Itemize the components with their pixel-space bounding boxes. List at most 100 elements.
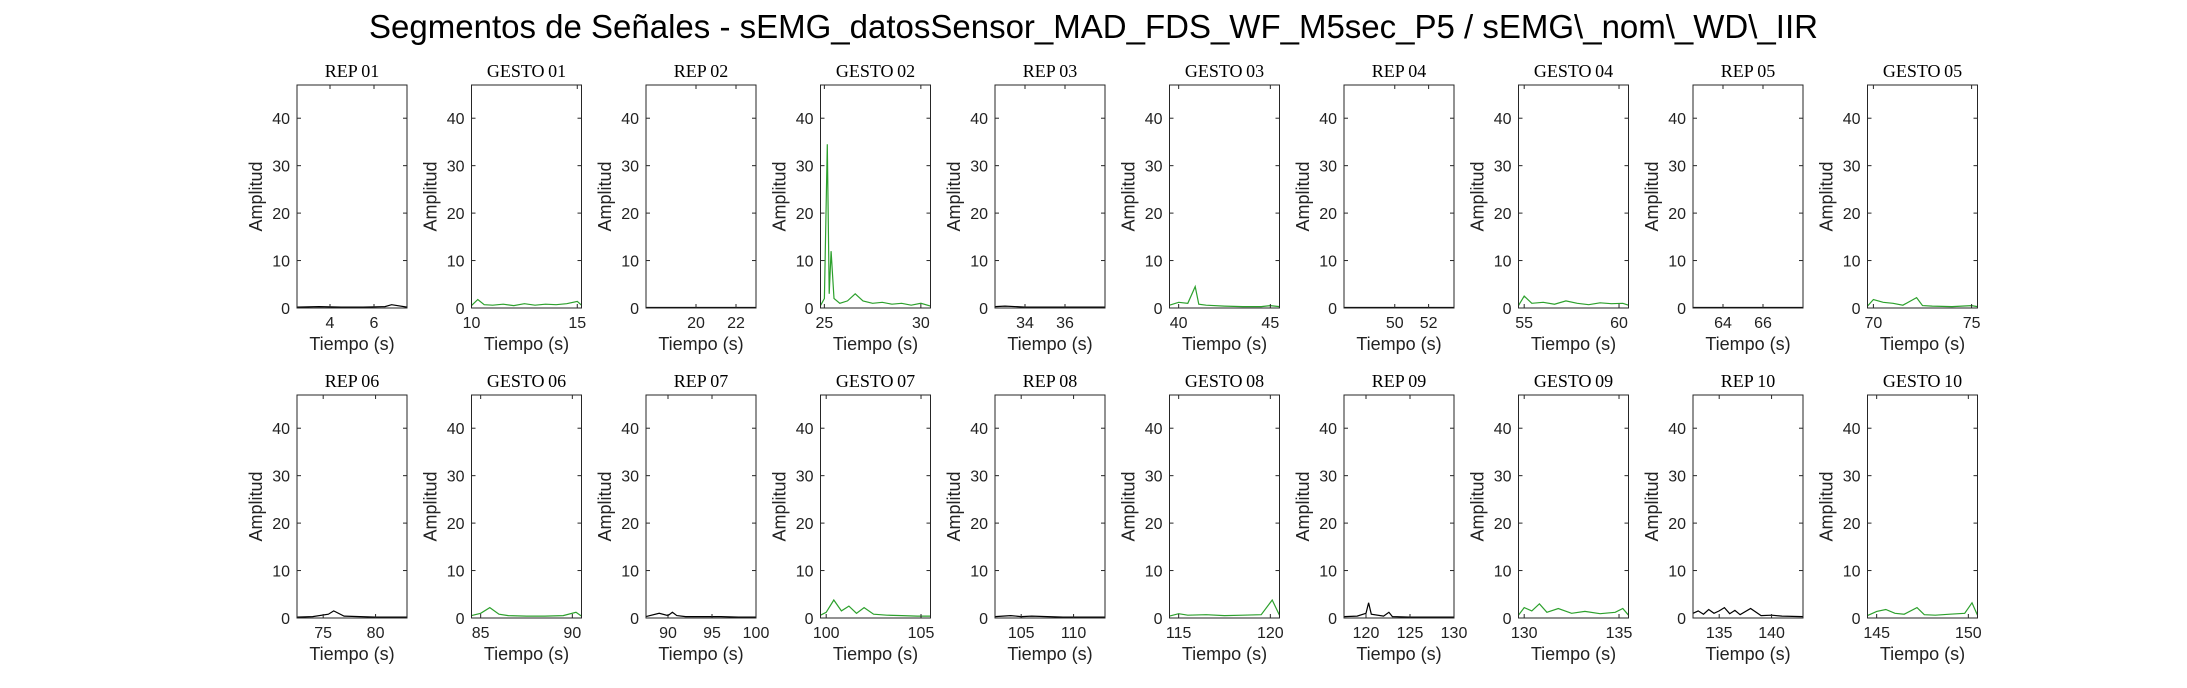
y-tick-label: 30 [621, 159, 639, 176]
subplot-title: GESTO 10 [1883, 371, 1962, 391]
axes-box [1169, 394, 1280, 619]
y-tick-label: 20 [272, 206, 290, 223]
gesto-signal-line [819, 144, 931, 307]
x-tick-label: 150 [1955, 625, 1982, 642]
y-tick-label: 10 [272, 254, 290, 271]
y-tick-label: 10 [447, 564, 465, 581]
x-tick-label: 15 [568, 315, 586, 332]
y-tick-label: 0 [630, 611, 639, 628]
y-axis-label: Amplitud [1468, 471, 1488, 541]
y-tick-label: 10 [1319, 564, 1337, 581]
subplot-title: REP 08 [1023, 371, 1078, 391]
y-tick-label: 40 [272, 421, 290, 438]
y-axis-label: Amplitud [944, 471, 964, 541]
x-tick-label: 75 [1963, 315, 1981, 332]
subplot-title: REP 03 [1023, 61, 1078, 81]
x-axis-label: Tiempo (s) [309, 644, 394, 664]
y-tick-label: 0 [1852, 611, 1861, 628]
y-tick-label: 0 [1677, 301, 1686, 318]
y-axis-label: Amplitud [1119, 471, 1139, 541]
y-tick-label: 20 [1145, 516, 1163, 533]
x-axis-label: Tiempo (s) [1880, 644, 1965, 664]
y-tick-label: 0 [1154, 611, 1163, 628]
subplot-title: GESTO 09 [1534, 371, 1613, 391]
x-axis-label: Tiempo (s) [1531, 334, 1616, 354]
y-axis-label: Amplitud [1293, 161, 1313, 231]
y-axis-label: Amplitud [246, 471, 266, 541]
y-tick-label: 30 [272, 159, 290, 176]
x-axis-label: Tiempo (s) [1531, 644, 1616, 664]
gesto-signal-line [1867, 296, 1978, 308]
x-tick-label: 52 [1420, 315, 1438, 332]
y-tick-label: 20 [1668, 516, 1686, 533]
y-tick-label: 20 [1319, 516, 1337, 533]
gesto-signal-line [1517, 295, 1629, 306]
y-tick-label: 20 [621, 206, 639, 223]
gesto-signal-line [820, 598, 931, 617]
x-tick-label: 55 [1515, 315, 1533, 332]
y-tick-label: 30 [1668, 159, 1686, 176]
y-tick-label: 40 [621, 111, 639, 128]
y-tick-label: 40 [1145, 111, 1163, 128]
subplot-title: GESTO 01 [487, 61, 566, 81]
x-tick-label: 125 [1397, 625, 1424, 642]
y-tick-label: 40 [796, 421, 814, 438]
y-tick-label: 0 [979, 301, 988, 318]
y-tick-label: 40 [1319, 111, 1337, 128]
y-tick-label: 0 [1503, 301, 1512, 318]
x-tick-label: 22 [727, 315, 745, 332]
y-axis-label: Amplitud [1817, 471, 1837, 541]
x-axis-label: Tiempo (s) [658, 334, 743, 354]
subplot-title: GESTO 08 [1185, 371, 1264, 391]
x-tick-label: 95 [703, 625, 721, 642]
y-tick-label: 20 [1494, 206, 1512, 223]
y-axis-label: Amplitud [944, 161, 964, 231]
rep-signal-line [645, 611, 756, 618]
y-tick-label: 40 [970, 111, 988, 128]
x-tick-label: 4 [326, 315, 335, 332]
y-tick-label: 20 [1668, 206, 1686, 223]
axes-box [645, 394, 757, 619]
y-tick-label: 20 [1494, 516, 1512, 533]
y-axis-label: Amplitud [770, 161, 790, 231]
y-tick-label: 10 [621, 564, 639, 581]
x-tick-label: 120 [1353, 625, 1380, 642]
x-axis-label: Tiempo (s) [833, 334, 918, 354]
axes-box [1343, 84, 1455, 309]
y-tick-label: 40 [447, 111, 465, 128]
subplot-title: REP 05 [1721, 61, 1776, 81]
y-tick-label: 0 [281, 611, 290, 628]
figure-title: Segmentos de Señales - sEMG_datosSensor_… [369, 8, 1818, 45]
y-tick-label: 20 [447, 206, 465, 223]
y-tick-label: 40 [970, 421, 988, 438]
y-axis-label: Amplitud [595, 161, 615, 231]
y-tick-label: 10 [970, 564, 988, 581]
y-tick-label: 30 [1668, 469, 1686, 486]
y-tick-label: 30 [621, 469, 639, 486]
y-tick-label: 40 [621, 421, 639, 438]
y-tick-label: 40 [1494, 421, 1512, 438]
y-axis-label: Amplitud [1642, 471, 1662, 541]
x-tick-label: 105 [1008, 625, 1035, 642]
y-tick-label: 10 [1145, 254, 1163, 271]
y-axis-label: Amplitud [1642, 161, 1662, 231]
axes-box [296, 84, 408, 309]
gesto-signal-line [1867, 601, 1979, 617]
y-tick-label: 20 [796, 206, 814, 223]
rep-signal-line [1343, 602, 1454, 618]
y-tick-label: 10 [447, 254, 465, 271]
x-axis-label: Tiempo (s) [1007, 334, 1092, 354]
x-axis-label: Tiempo (s) [484, 644, 569, 664]
gesto-signal-line [471, 298, 582, 307]
y-axis-label: Amplitud [770, 471, 790, 541]
y-tick-label: 30 [272, 469, 290, 486]
axes-box [471, 394, 582, 619]
y-tick-label: 20 [621, 516, 639, 533]
y-tick-label: 0 [1503, 611, 1512, 628]
x-axis-label: Tiempo (s) [1705, 644, 1790, 664]
y-tick-label: 10 [796, 564, 814, 581]
axes-box [820, 394, 931, 619]
y-tick-label: 40 [1319, 421, 1337, 438]
x-tick-label: 130 [1511, 625, 1538, 642]
subplot-title: GESTO 06 [487, 371, 566, 391]
